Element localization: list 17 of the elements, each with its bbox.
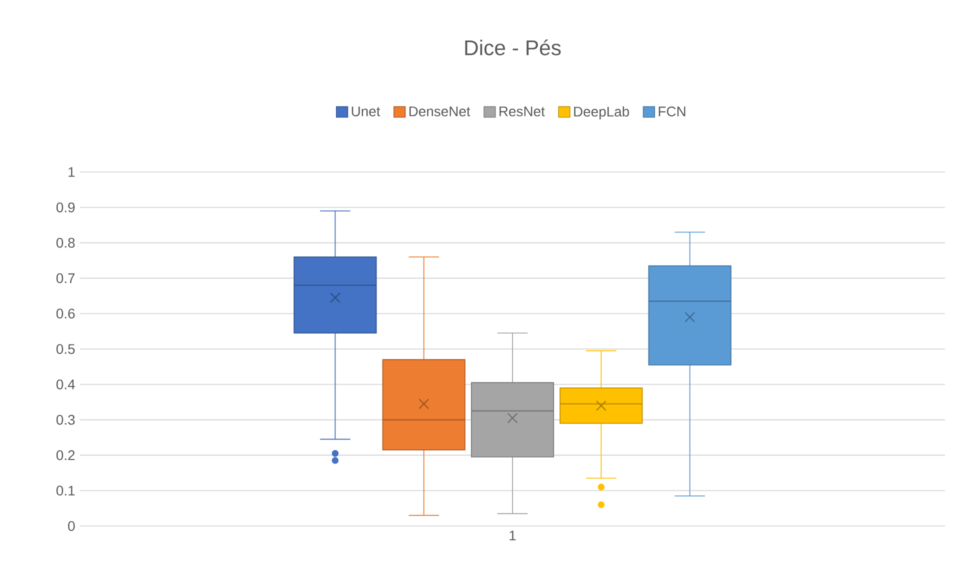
legend-label: DenseNet <box>409 106 470 116</box>
y-tick-label: 0.8 <box>56 238 75 248</box>
y-tick-label: 1 <box>68 167 75 177</box>
legend-label: DeepLab <box>574 106 630 120</box>
y-tick-label: 0.3 <box>56 414 75 425</box>
y-tick-label: 0 <box>68 521 75 531</box>
y-tick-label: 0.7 <box>56 273 75 284</box>
y-tick-label: 0.1 <box>56 486 75 496</box>
y-tick-label: 0.4 <box>56 379 75 390</box>
legend-label: Unet <box>352 106 380 116</box>
y-tick-label: 0.2 <box>56 450 75 460</box>
legend-label: FCN <box>658 106 686 116</box>
y-tick-label: 0.9 <box>56 202 75 212</box>
chart-title: Dice - Pés <box>465 39 561 56</box>
legend-label: ResNet <box>500 106 545 116</box>
y-tick-label: 0.5 <box>56 344 75 354</box>
y-tick-label: 0.6 <box>56 308 75 319</box>
